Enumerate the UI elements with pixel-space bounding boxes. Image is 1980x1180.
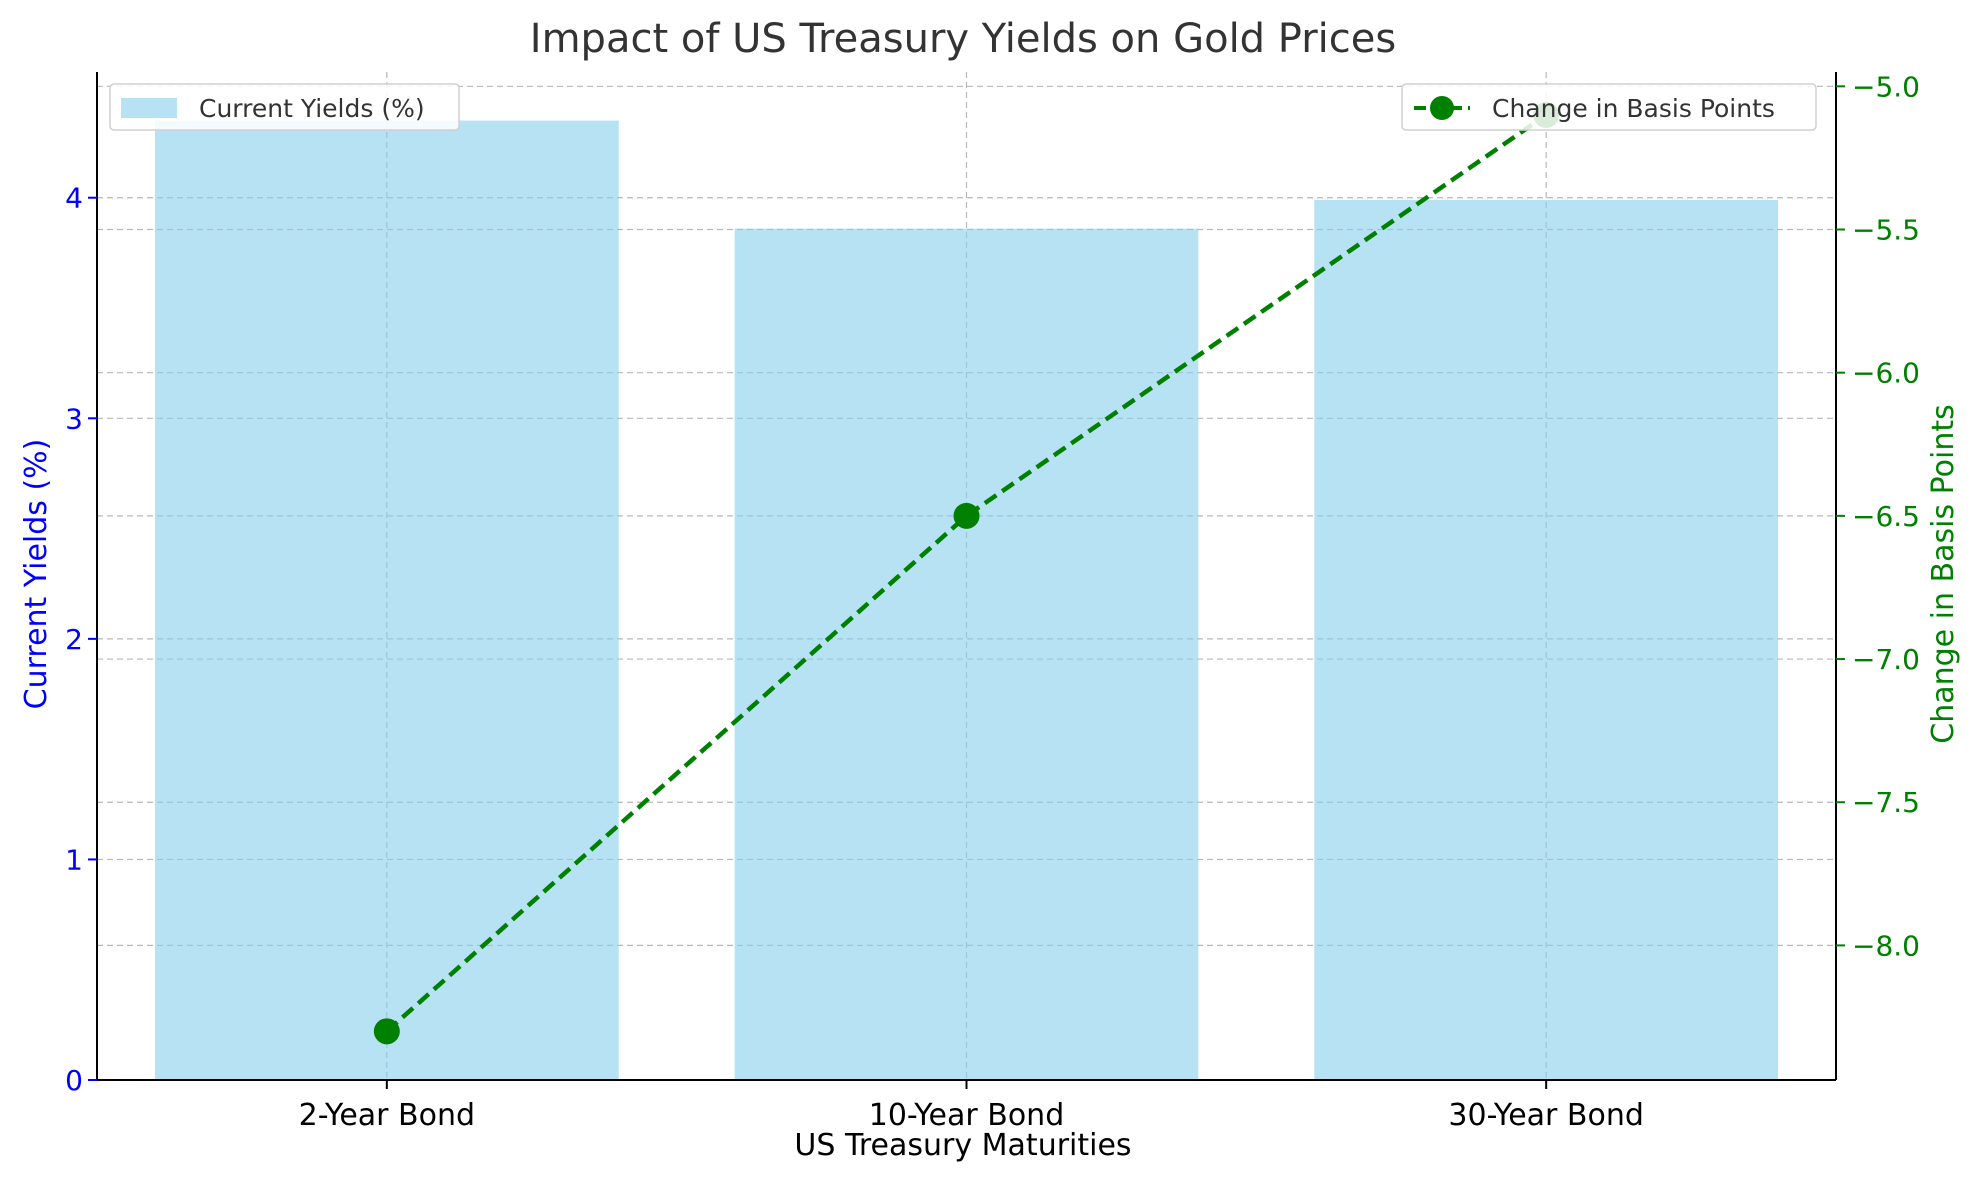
axes-layer: 0 1 2 3 4 −8.0 −7.5 −7.0 −6.5 −6.0 −5.5 −5.0 2-Year … <box>65 70 1920 1133</box>
legend-line-marker <box>1430 96 1454 120</box>
legend-right-frame <box>1401 83 1817 131</box>
x-tick-label: 10-Year Bond <box>869 1098 1064 1133</box>
legend-line-label: Change in Basis Points <box>1492 94 1775 123</box>
y-axis-title: Current Yields (%) <box>19 439 54 710</box>
y2-tick-label: −5.5 <box>1852 214 1920 247</box>
chart-title: Impact of US Treasury Yields on Gold Pri… <box>530 16 1396 62</box>
y-tick-label: 3 <box>65 402 83 435</box>
legend-right: Change in Basis Points <box>1401 83 1817 131</box>
y2-tick-label: −6.5 <box>1852 500 1920 533</box>
y2-tick-label: −6.0 <box>1852 357 1920 390</box>
data-point <box>373 1018 400 1045</box>
y2-tick-label: −8.0 <box>1852 929 1920 962</box>
bar <box>154 120 619 1081</box>
legend-bar-swatch <box>121 98 177 118</box>
y2-axis-title: Change in Basis Points <box>1926 404 1961 744</box>
legend-left: Current Yields (%) <box>109 83 460 131</box>
x-tick-label: 30-Year Bond <box>1448 1098 1643 1133</box>
data-point <box>953 502 980 529</box>
bar <box>1314 199 1779 1080</box>
bars-layer <box>154 120 1779 1081</box>
y-tick-label: 1 <box>65 843 83 876</box>
x-axis-title: US Treasury Maturities <box>794 1128 1131 1163</box>
y-tick-label: 2 <box>65 623 83 656</box>
series-line <box>385 113 1548 1033</box>
x-tick-label: 2-Year Bond <box>299 1098 475 1133</box>
y2-tick-label: −7.0 <box>1852 643 1920 676</box>
y-tick-label: 4 <box>65 182 83 215</box>
legend-left-frame <box>109 83 460 131</box>
legend-bar-label: Current Yields (%) <box>199 94 425 123</box>
y2-tick-label: −5.0 <box>1852 70 1920 103</box>
y-tick-label: 0 <box>65 1064 83 1097</box>
y2-tick-label: −7.5 <box>1852 786 1920 819</box>
bar <box>734 228 1199 1080</box>
